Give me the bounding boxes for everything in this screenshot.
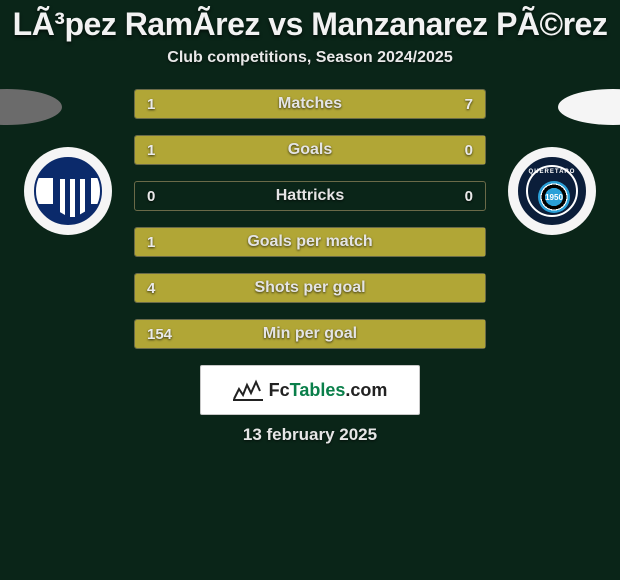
bar-fill-left xyxy=(135,320,485,348)
stat-label: Hattricks xyxy=(135,182,485,210)
club-badge-right: QUERETARO 1950 xyxy=(508,147,596,235)
stat-row: 0 0Hattricks xyxy=(134,181,486,211)
stat-value-left: 154 xyxy=(135,320,184,348)
stat-value-left: 1 xyxy=(135,90,167,118)
page-title: LÃ³pez RamÃ­rez vs Manzanarez PÃ©rez xyxy=(0,6,620,43)
content: QUERETARO 1950 17Matches10Goals00Hattric… xyxy=(0,89,620,445)
stat-row: 1Goals per match xyxy=(134,227,486,257)
brand-a: Fc xyxy=(269,380,290,400)
bar-fill-right xyxy=(179,90,485,118)
stat-value-left: 1 xyxy=(135,228,167,256)
stat-value-right xyxy=(461,320,485,348)
brand-b: Tables xyxy=(290,380,346,400)
bar-fill-left xyxy=(135,228,485,256)
stat-row: 17Matches xyxy=(134,89,486,119)
club-badge-left xyxy=(24,147,112,235)
stat-value-left: 4 xyxy=(135,274,167,302)
stat-value-right: 0 xyxy=(453,136,485,164)
stat-row: 4Shots per goal xyxy=(134,273,486,303)
spark-icon xyxy=(233,379,263,401)
roundel-icon: QUERETARO 1950 xyxy=(518,157,586,225)
stat-value-right: 0 xyxy=(453,182,485,210)
country-oval-left xyxy=(0,89,62,125)
date: 13 february 2025 xyxy=(0,425,620,445)
brand-c: .com xyxy=(345,380,387,400)
crest-text: QUERETARO xyxy=(520,169,584,175)
stat-value-left: 1 xyxy=(135,136,167,164)
comparison-card: LÃ³pez RamÃ­rez vs Manzanarez PÃ©rez Clu… xyxy=(0,0,620,580)
stat-row: 154Min per goal xyxy=(134,319,486,349)
crest-year: 1950 xyxy=(538,181,570,213)
stat-rows: 17Matches10Goals00Hattricks1Goals per ma… xyxy=(134,89,486,349)
stat-value-right xyxy=(461,274,485,302)
stat-value-right xyxy=(461,228,485,256)
shield-icon xyxy=(34,157,102,225)
subtitle: Club competitions, Season 2024/2025 xyxy=(0,49,620,67)
stat-value-right: 7 xyxy=(453,90,485,118)
bar-fill-left xyxy=(135,136,485,164)
brand-box: FcTables.com xyxy=(200,365,420,415)
country-oval-right xyxy=(558,89,620,125)
brand-text: FcTables.com xyxy=(269,380,388,401)
bar-fill-left xyxy=(135,274,485,302)
stat-value-left: 0 xyxy=(135,182,167,210)
stat-row: 10Goals xyxy=(134,135,486,165)
